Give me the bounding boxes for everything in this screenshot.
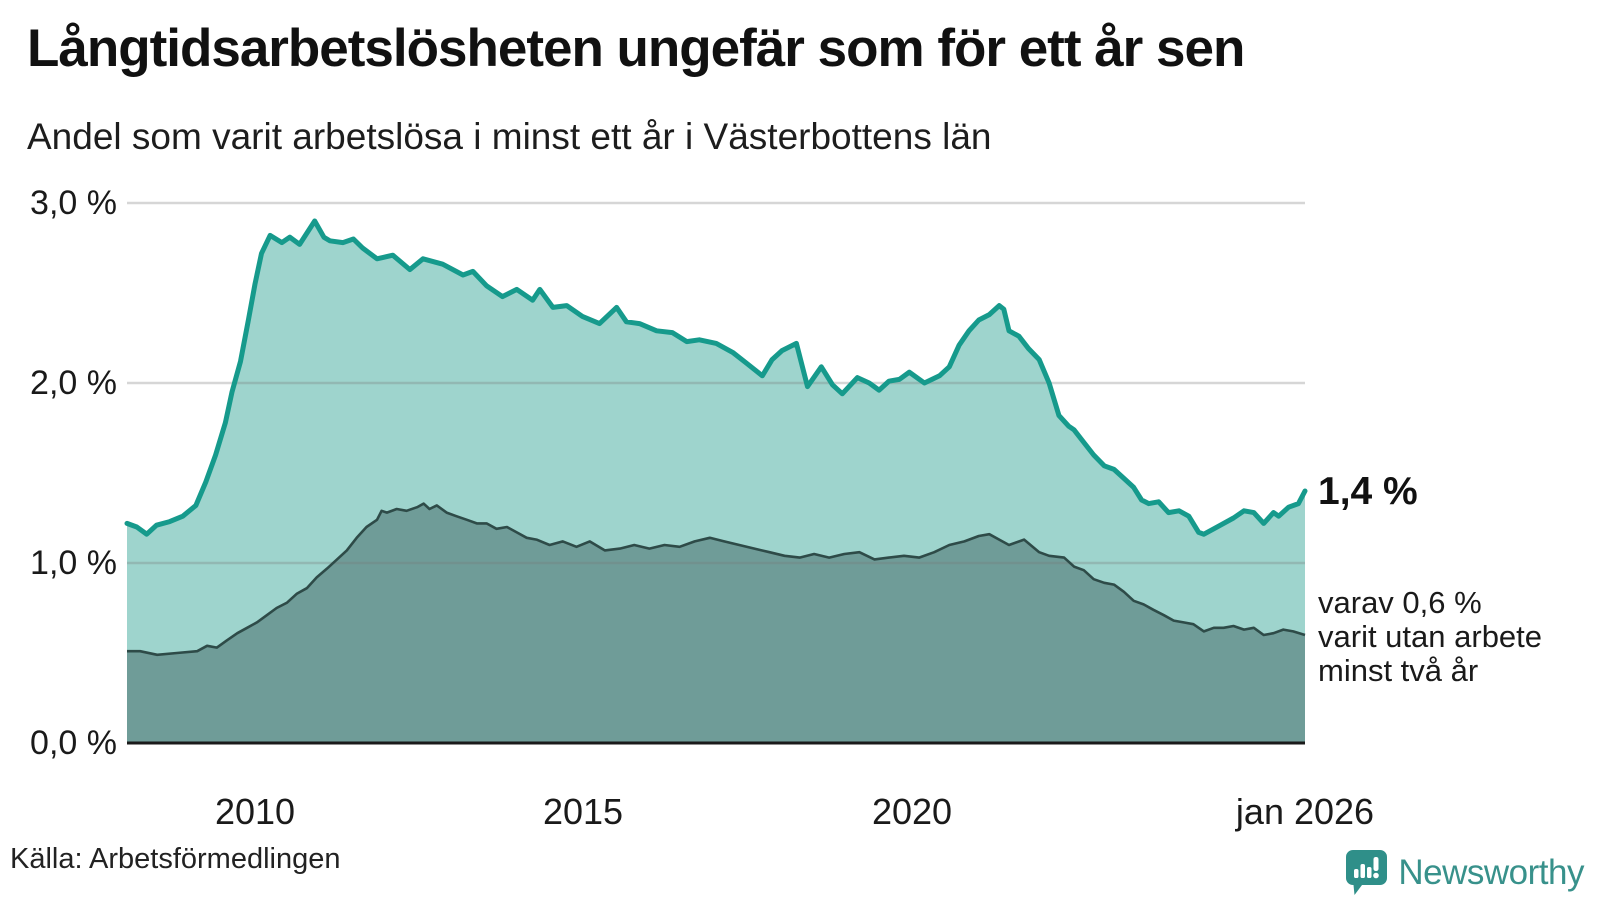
x-tick-2020: 2020 xyxy=(871,791,953,832)
y-tick-1: 1,0 % xyxy=(30,544,117,582)
newsworthy-logo: Newsworthy xyxy=(1346,850,1584,896)
y-tick-3: 3,0 % xyxy=(30,184,117,222)
x-tick-2015: 2015 xyxy=(542,791,624,832)
source-credit: Källa: Arbetsförmedlingen xyxy=(10,843,341,875)
line-one-year xyxy=(124,218,1308,537)
secondary-annotation: varav 0,6 % varit utan arbete minst två … xyxy=(1318,586,1542,688)
page-title: Långtidsarbetslösheten ungefär som för e… xyxy=(27,19,1245,78)
end-value-label: 1,4 % xyxy=(1318,470,1418,513)
newsworthy-logo-text: Newsworthy xyxy=(1398,853,1584,892)
gridlines xyxy=(127,201,1305,565)
x-tick-2010: 2010 xyxy=(214,791,296,832)
area-fill-two-years xyxy=(127,503,1305,743)
x-tick-jan-2026: jan 2026 xyxy=(1235,791,1375,832)
y-tick-0: 0,0 % xyxy=(30,724,117,762)
newsworthy-bubble-icon xyxy=(1346,850,1388,895)
annotation-line-2: varit utan arbete xyxy=(1318,619,1543,654)
chart-subtitle: Andel som varit arbetslösa i minst ett å… xyxy=(27,116,992,157)
annotation-line-3: minst två år xyxy=(1318,653,1479,688)
y-tick-2: 2,0 % xyxy=(30,364,117,402)
annotation-line-1: varav 0,6 % xyxy=(1318,585,1482,620)
line-two-years xyxy=(127,502,1306,657)
